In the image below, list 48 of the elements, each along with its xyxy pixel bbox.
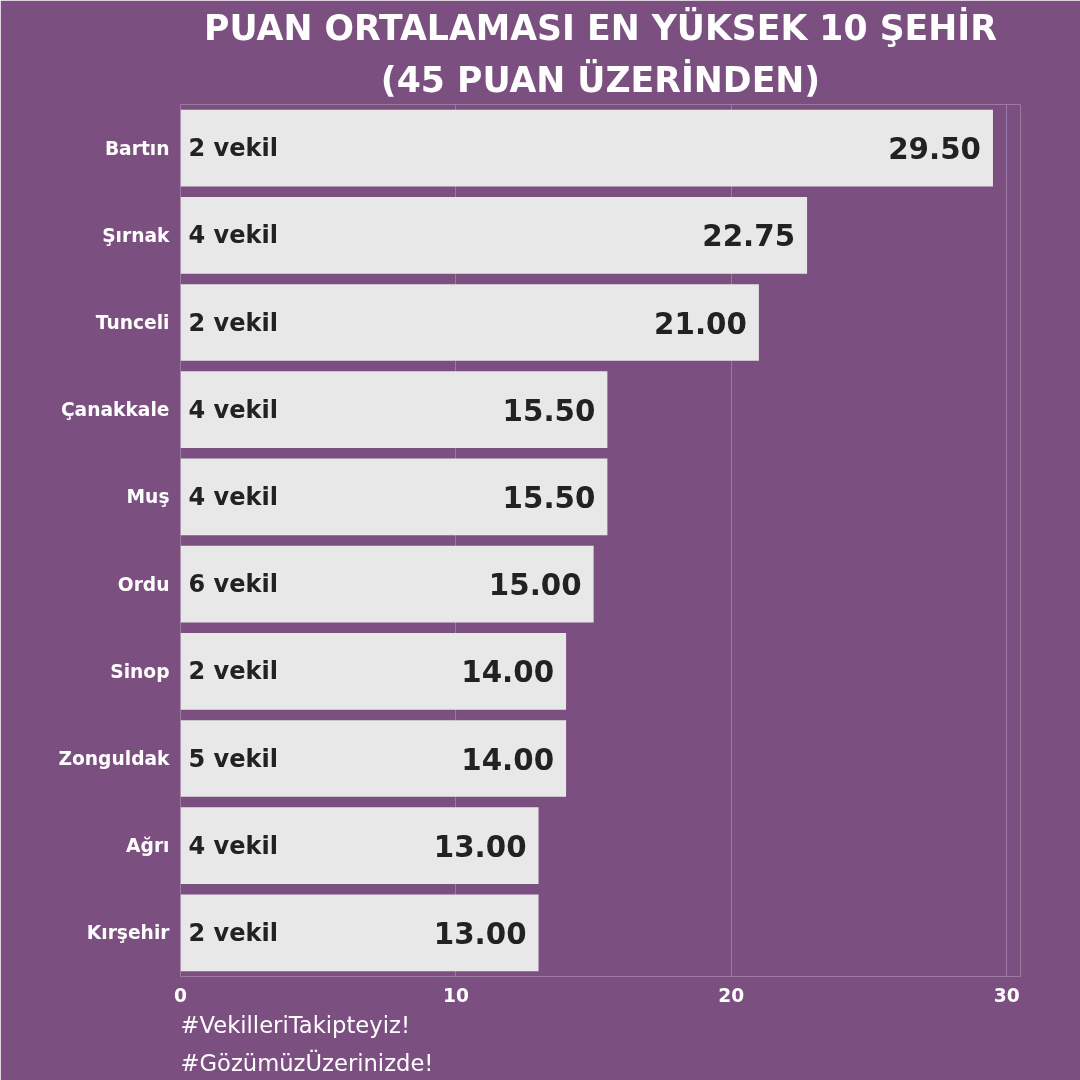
y-tick-label: Sinop [110,660,170,682]
bar [180,807,539,885]
chart-subtitle: (45 PUAN ÜZERİNDEN) [380,58,821,100]
text: #VekilleriTakipteyiz! [180,1011,410,1038]
annotation: 4 vekil [188,221,278,250]
y-tick-label: Bartın [104,137,170,159]
bar [180,720,567,797]
annotation: 6 vekil [188,570,278,599]
bar [180,632,567,710]
x-tick-label: 10 [442,984,469,1006]
data-label: 13.00 [433,829,527,864]
y-tick-label: Ağrı [126,835,170,857]
annotation: 2 vekil [188,134,278,163]
y-tick-label: Ordu [117,573,170,595]
annotation: 2 vekil [188,657,278,686]
bar [180,458,608,536]
annotation: 4 vekil [188,482,278,511]
data-label: 15.50 [502,393,596,428]
data-label: 15.00 [488,568,582,603]
bar [180,109,993,187]
y-tick-label: Muş [126,486,170,508]
bar [180,545,594,623]
data-label: 29.50 [888,132,981,167]
data-label: 13.00 [433,916,527,951]
y-tick-label: Şırnak [102,224,171,246]
annotation: 2 vekil [188,918,278,947]
y-tick-label: Kırşehir [86,922,171,944]
y-tick-label: Çanakkale [60,399,170,421]
annotation: 5 vekil [188,744,278,773]
x-tick-label: 30 [993,984,1020,1006]
data-label: 22.75 [702,219,796,254]
y-tick-label: Tunceli [95,312,170,333]
x-tick-label: 20 [718,984,745,1006]
chart-title: PUAN ORTALAMASI EN YÜKSEK 10 ŞEHİR [204,6,997,48]
bar [180,371,608,449]
annotation: 4 vekil [188,831,278,860]
data-label: 14.00 [461,742,555,777]
data-label: 21.00 [654,306,747,341]
annotation: 2 vekil [188,308,278,337]
data-label: 14.00 [461,655,555,690]
y-tick-label: Zonguldak [58,748,171,769]
bar [180,894,539,972]
data-label: 15.50 [502,480,596,515]
text: #GözümüzÜzerinizde! [180,1048,434,1076]
bar [180,196,808,274]
bar [180,284,759,361]
x-tick-label: 0 [174,984,188,1006]
annotation: 4 vekil [188,395,278,424]
